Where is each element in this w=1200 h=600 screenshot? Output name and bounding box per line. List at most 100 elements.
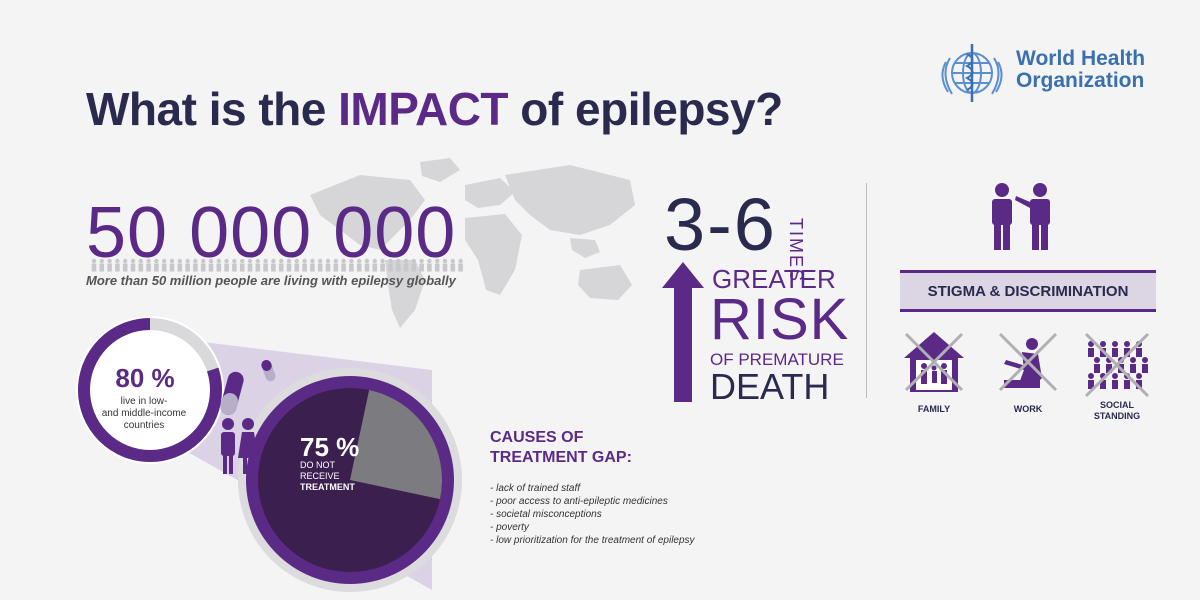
divider: [866, 183, 867, 398]
person-body: [317, 263, 323, 272]
pill-small-icon: [261, 359, 276, 382]
person-body: [208, 263, 214, 272]
person-body: [364, 263, 370, 272]
map-australia: [578, 265, 632, 300]
person-head: [130, 258, 136, 264]
person-body: [146, 263, 151, 272]
person-body: [107, 263, 112, 272]
global-caption: More than 50 million people are living w…: [86, 273, 456, 288]
person-head: [224, 258, 229, 264]
crowd-body: [1088, 348, 1094, 357]
crowd-body: [1112, 380, 1118, 389]
social-label-line1: SOCIAL: [1099, 400, 1134, 410]
person-body: [224, 263, 229, 272]
causes-list: - lack of trained staff - poor access to…: [490, 482, 695, 547]
person-body: [427, 263, 432, 272]
person-head: [123, 258, 128, 264]
low-income-line3: countries: [123, 420, 165, 431]
who-emblem-icon: [941, 44, 1003, 102]
person-body: [193, 263, 198, 272]
crowd-head: [1100, 341, 1106, 347]
person-head: [364, 258, 370, 264]
work-label: WORK: [1013, 404, 1043, 414]
person-body: [91, 263, 97, 272]
crowd-head: [1094, 357, 1100, 363]
person-head: [216, 258, 221, 264]
person-head: [411, 258, 416, 264]
person-body: [403, 263, 409, 272]
treatment-line2: TREATMENT: [300, 482, 355, 492]
causes-title: CAUSES OF TREATMENT GAP:: [490, 428, 632, 468]
person-head: [146, 258, 151, 264]
crowd-head: [1130, 357, 1136, 363]
person-body: [380, 263, 385, 272]
treatment-gap-graphic: [76, 316, 462, 592]
person-body: [239, 263, 245, 272]
cause-item: - societal misconceptions: [490, 509, 602, 520]
person-head: [357, 258, 362, 264]
person-body: [177, 263, 183, 272]
crowd-body: [1136, 380, 1142, 389]
person-body: [263, 263, 268, 272]
person-head: [208, 258, 214, 264]
person-head: [177, 258, 182, 264]
cause-item: - poor access to anti-epileptic medicine…: [490, 496, 668, 507]
person-body: [325, 263, 331, 272]
person-body: [278, 263, 284, 272]
treatment-line1: DO NOT RECEIVE: [300, 460, 340, 481]
crowd-body: [1136, 348, 1142, 357]
person-head: [388, 258, 393, 264]
person-body: [232, 263, 237, 272]
person-body: [286, 263, 292, 272]
person-body: [450, 263, 456, 272]
crowd-body: [1124, 380, 1130, 389]
person-body: [372, 263, 378, 272]
pill-icon: [220, 371, 244, 415]
crowd-head: [1142, 357, 1148, 363]
person-head: [427, 258, 432, 264]
person-body: [247, 263, 253, 272]
causes-title-line2: TREATMENT GAP:: [490, 449, 632, 466]
social-label-line2: STANDING: [1093, 411, 1141, 421]
stigma-heading: STIGMA & DISCRIMINATION: [900, 270, 1156, 312]
person-body: [294, 263, 300, 272]
person-head: [91, 258, 97, 264]
person-head: [255, 258, 260, 264]
map-southeast-asia: [570, 238, 600, 258]
who-line1: World Health: [1016, 47, 1146, 70]
risk-range: 3-6: [664, 183, 777, 266]
person-body: [458, 263, 463, 272]
low-income-line1: live in low-: [120, 396, 168, 407]
cause-item: - low prioritization for the treatment o…: [490, 535, 695, 546]
crowd-head: [1124, 341, 1130, 347]
family-label: FAMILY: [917, 404, 951, 414]
person-head: [279, 258, 284, 264]
title-before: What is the: [86, 83, 339, 135]
cause-item: - lack of trained staff: [490, 483, 581, 494]
person-body: [255, 263, 261, 272]
person-body: [442, 263, 448, 272]
map-south-america: [385, 260, 425, 328]
man-icon: [221, 418, 235, 474]
person-head: [419, 258, 424, 264]
treatment-text: DO NOT RECEIVE TREATMENT: [300, 460, 370, 493]
person-head: [286, 258, 292, 264]
person-body: [122, 263, 128, 272]
risk-word: RISK: [710, 287, 850, 352]
person-head: [372, 258, 377, 264]
crowd-body: [1094, 364, 1100, 373]
crowd-body: [1130, 364, 1136, 373]
treatment-percent: 75 %: [300, 432, 360, 462]
risk-greater: GREATER: [712, 264, 836, 294]
crowd-body: [1088, 380, 1094, 389]
person-head: [380, 258, 385, 264]
person-body: [115, 263, 120, 272]
person-body: [216, 263, 222, 272]
person-head: [232, 258, 237, 264]
person-body: [333, 263, 339, 272]
title-after: of epilepsy?: [508, 83, 783, 135]
crowd-head: [1136, 373, 1142, 379]
person-body: [169, 263, 175, 272]
person-head: [325, 258, 331, 264]
